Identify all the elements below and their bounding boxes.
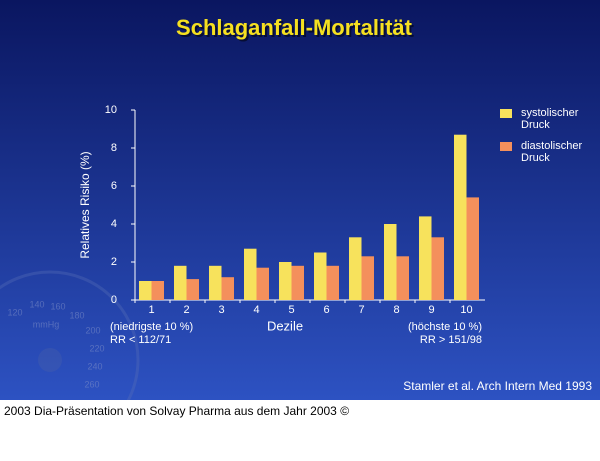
legend-label: diastolischer Druck xyxy=(521,140,583,164)
y-tick-label: 8 xyxy=(111,142,117,154)
y-tick-label: 6 xyxy=(111,180,117,192)
bar xyxy=(256,267,269,300)
x-tick-label: 6 xyxy=(323,304,329,316)
bar xyxy=(279,262,292,300)
bar xyxy=(361,256,374,300)
legend-swatch xyxy=(500,109,512,118)
bar xyxy=(314,252,327,300)
annotation: (höchste 10 %) xyxy=(408,321,482,333)
legend-swatch xyxy=(500,142,512,151)
bar xyxy=(454,134,467,300)
bar xyxy=(244,248,257,300)
annotation: RR < 112/71 xyxy=(110,334,171,346)
y-tick-label: 2 xyxy=(111,256,117,268)
gauge-label: 160 xyxy=(50,301,65,311)
bar xyxy=(186,279,199,300)
bar xyxy=(139,281,152,300)
annotation: (niedrigste 10 %) xyxy=(110,321,193,333)
bar xyxy=(419,216,432,300)
bar xyxy=(174,265,187,300)
bar xyxy=(291,265,304,300)
bar xyxy=(384,224,397,300)
x-tick-label: 2 xyxy=(183,304,189,316)
gauge-label: mmHg xyxy=(33,319,60,329)
gauge-label: 220 xyxy=(89,343,104,353)
gauge-label: 260 xyxy=(84,379,99,389)
bar xyxy=(326,265,339,300)
title-shadow: Schlaganfall-Mortalität xyxy=(178,17,415,42)
gauge-hub xyxy=(38,348,62,372)
gauge-label: 180 xyxy=(69,310,84,320)
x-axis-label: Dezile xyxy=(267,318,303,333)
x-tick-label: 4 xyxy=(253,304,259,316)
gauge-label: 200 xyxy=(85,325,100,335)
x-tick-label: 7 xyxy=(358,304,364,316)
source: Stamler et al. Arch Intern Med 1993 xyxy=(403,379,592,393)
gauge-labels: 120 140 160 180 mmHg 200 220 240 260 xyxy=(7,299,104,389)
legend-item: systolischer Druck xyxy=(500,107,595,131)
slide-background xyxy=(0,0,600,400)
bar xyxy=(431,237,444,300)
bar xyxy=(466,197,479,300)
gauge-label: 140 xyxy=(29,299,44,309)
bar xyxy=(151,281,164,300)
legend-item: diastolischer Druck xyxy=(500,140,595,164)
footer: 2003 Dia-Präsentation von Solvay Pharma … xyxy=(4,404,350,418)
gauge xyxy=(0,270,140,400)
chart-title: Schlaganfall-Mortalität xyxy=(176,15,413,40)
x-tick-label: 10 xyxy=(460,304,472,316)
x-tick-label: 3 xyxy=(218,304,224,316)
x-tick-label: 8 xyxy=(393,304,399,316)
y-tick-label: 4 xyxy=(111,218,117,230)
bar xyxy=(221,277,234,300)
y-axis-label: Relatives Risiko (%) xyxy=(78,151,92,258)
x-tick-label: 9 xyxy=(428,304,434,316)
bar xyxy=(396,256,409,300)
y-tick-label: 10 xyxy=(105,104,117,116)
gauge-label: 240 xyxy=(87,361,102,371)
y-tick-label: 0 xyxy=(111,294,117,306)
legend-label: systolischer Druck xyxy=(521,107,579,131)
x-tick-label: 1 xyxy=(148,304,154,316)
x-tick-label: 5 xyxy=(288,304,294,316)
annotation: RR > 151/98 xyxy=(420,334,482,346)
bar xyxy=(349,237,362,300)
gauge-label: 120 xyxy=(7,307,22,317)
bar xyxy=(209,265,222,300)
